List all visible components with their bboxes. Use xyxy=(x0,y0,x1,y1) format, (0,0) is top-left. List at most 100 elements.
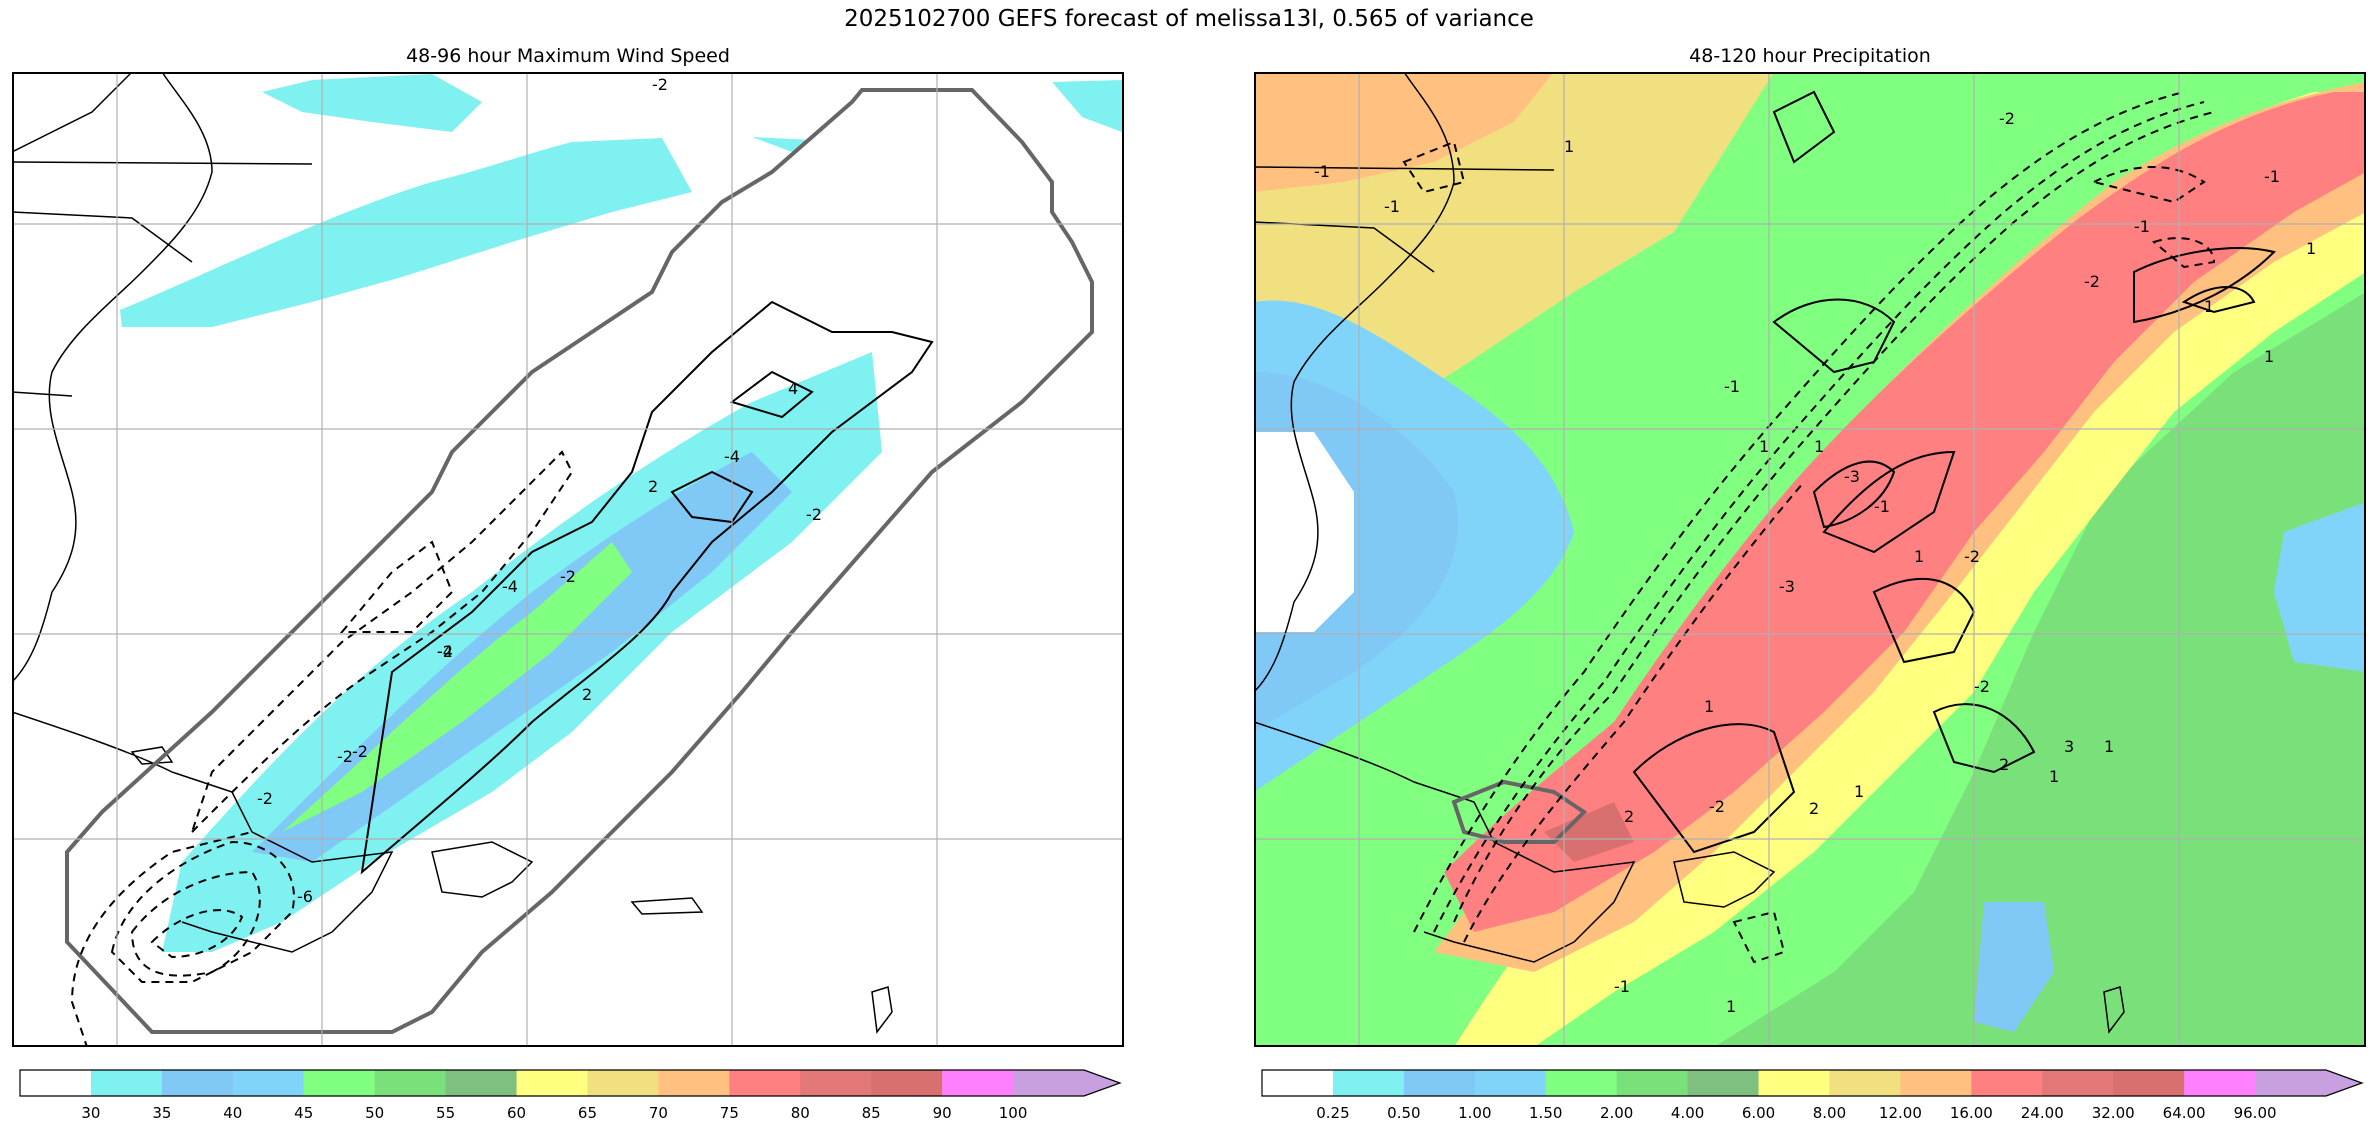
colorbar-tick-label: 65 xyxy=(577,1104,597,1122)
colorbar-tick-label: 35 xyxy=(152,1104,172,1122)
precip-contour-label: -3 xyxy=(1779,577,1795,596)
precip-map-frame xyxy=(1254,72,2366,1047)
colorbar-swatch xyxy=(587,1070,659,1096)
colorbar-swatch xyxy=(374,1070,447,1096)
colorbar-swatch xyxy=(445,1070,518,1096)
precip-contour-label: -1 xyxy=(1724,377,1740,396)
precip-contour-label: -1 xyxy=(2264,167,2280,186)
colorbar-swatch xyxy=(161,1070,234,1096)
wind-map: -2 4 -4 2 -2 -4 -2 2 -2 -2 -2 -4 -6 -2 xyxy=(12,72,1124,1047)
precip-contour-labels: -1 -1 1 -2 -1 1 -1 1 -2 1 -3 -2 1 -1 1 1… xyxy=(1314,109,2316,1016)
precip-contour-label: 1 xyxy=(1759,437,1769,456)
precip-colorbar-swatches xyxy=(1261,1069,2364,1097)
colorbar-swatch xyxy=(516,1070,588,1096)
precip-contour-label: 1 xyxy=(1704,697,1714,716)
precip-contour-label: 1 xyxy=(1914,547,1924,566)
precip-contour-label: 1 xyxy=(2104,737,2114,756)
wind-cone-outline xyxy=(65,88,1094,1034)
colorbar-swatch xyxy=(2255,1070,2362,1096)
precip-colorbar xyxy=(1261,1069,2364,1097)
wind-contour-label: -2 xyxy=(257,789,273,808)
precip-contour-label: 1 xyxy=(2204,297,2214,316)
wind-contour-label: -4 xyxy=(502,577,518,596)
colorbar-tick-label: 12.00 xyxy=(1878,1104,1922,1122)
wind-contour-label: 4 xyxy=(788,379,798,398)
colorbar-tick-label: 16.00 xyxy=(1949,1104,1993,1122)
colorbar-swatch xyxy=(658,1070,730,1096)
colorbar-tick-label: 96.00 xyxy=(2233,1104,2277,1122)
wind-colorbar-swatches xyxy=(19,1069,1122,1097)
wind-map-frame xyxy=(12,72,1124,1047)
colorbar-swatch xyxy=(2042,1070,2114,1096)
colorbar-tick-label: 80 xyxy=(790,1104,810,1122)
colorbar-tick-label: 75 xyxy=(719,1104,739,1122)
wind-contour-label: -4 xyxy=(437,642,453,661)
wind-contour-label: -2 xyxy=(352,742,368,761)
colorbar-tick-label: 40 xyxy=(223,1104,243,1122)
colorbar-swatch xyxy=(303,1070,376,1096)
precip-contour-label: 1 xyxy=(2306,239,2316,258)
colorbar-swatch xyxy=(1829,1070,1901,1096)
wind-contour-label: 2 xyxy=(582,685,592,704)
precip-graticule xyxy=(1254,72,2366,1047)
colorbar-tick-label: 30 xyxy=(81,1104,101,1122)
colorbar-tick-label: 32.00 xyxy=(2091,1104,2135,1122)
colorbar-swatch xyxy=(1262,1070,1334,1096)
precip-contour-label: -2 xyxy=(2084,272,2100,291)
wind-contours-negative xyxy=(70,450,574,1047)
colorbar-swatch xyxy=(1616,1070,1689,1096)
precip-cone-outline xyxy=(1451,779,1588,844)
precip-contour-label: -3 xyxy=(1844,467,1860,486)
colorbar-tick-label: 64.00 xyxy=(2162,1104,2206,1122)
wind-contour-label: -2 xyxy=(437,642,453,661)
colorbar-swatch xyxy=(232,1070,305,1096)
precip-panel-title: 48-120 hour Precipitation xyxy=(1689,45,1931,67)
colorbar-tick-label: 24.00 xyxy=(2020,1104,2064,1122)
precip-contour-label: 1 xyxy=(1564,137,1574,156)
colorbar-tick-label: 50 xyxy=(365,1104,385,1122)
precip-contour-label: -1 xyxy=(1314,162,1330,181)
colorbar-swatch xyxy=(2184,1070,2256,1096)
colorbar-tick-label: 90 xyxy=(932,1104,952,1122)
wind-panel-title: 48-96 hour Maximum Wind Speed xyxy=(406,45,730,67)
precip-contour-label: -2 xyxy=(1709,797,1725,816)
wind-contour-label: 2 xyxy=(648,477,658,496)
colorbar-swatch xyxy=(800,1070,872,1096)
wind-contour-label: -2 xyxy=(806,505,822,524)
colorbar-swatch xyxy=(1687,1070,1760,1096)
colorbar-swatch xyxy=(729,1070,801,1096)
precip-contour-label: -1 xyxy=(1874,497,1890,516)
colorbar-swatch xyxy=(871,1070,943,1096)
colorbar-tick-label: 1.00 xyxy=(1458,1104,1492,1122)
wind-contour-labels: -2 4 -4 2 -2 -4 -2 2 -2 -2 -2 -4 -6 -2 xyxy=(257,75,822,906)
colorbar-swatch xyxy=(1013,1070,1120,1096)
colorbar-tick-label: 0.25 xyxy=(1316,1104,1350,1122)
colorbar-swatch xyxy=(1900,1070,1972,1096)
colorbar-swatch xyxy=(1545,1070,1618,1096)
colorbar-swatch xyxy=(942,1070,1014,1096)
colorbar-swatch xyxy=(1332,1070,1405,1096)
colorbar-outline xyxy=(1261,1069,2364,1097)
precip-contour-label: 1 xyxy=(2264,347,2274,366)
colorbar-swatch xyxy=(90,1070,163,1096)
colorbar-tick-label: 60 xyxy=(506,1104,527,1122)
figure-title: 2025102700 GEFS forecast of melissa13l, … xyxy=(844,6,1534,32)
precip-contours-negative xyxy=(1402,91,2216,964)
colorbar-tick-label: 0.50 xyxy=(1387,1104,1421,1122)
precip-contour-label: 2 xyxy=(1809,799,1819,818)
precip-contour-label: -2 xyxy=(1974,677,1990,696)
precip-contour-label: 1 xyxy=(1814,437,1824,456)
precip-contour-label: 1 xyxy=(1726,997,1736,1016)
precip-contour-label: -2 xyxy=(1999,109,2015,128)
colorbar-swatch xyxy=(1758,1070,1830,1096)
wind-contour-label: -4 xyxy=(724,447,740,466)
precip-contours xyxy=(1632,90,2276,854)
colorbar-tick-label: 8.00 xyxy=(1812,1104,1847,1122)
colorbar-tick-label: 6.00 xyxy=(1741,1104,1776,1122)
colorbar-tick-label: 1.50 xyxy=(1529,1104,1563,1122)
wind-graticule xyxy=(12,72,1124,1047)
precip-contour-label: -1 xyxy=(2134,217,2150,236)
colorbar-tick-label: 100 xyxy=(998,1104,1028,1122)
wind-contour-label: -2 xyxy=(560,567,576,586)
colorbar-tick-label: 45 xyxy=(294,1104,314,1122)
